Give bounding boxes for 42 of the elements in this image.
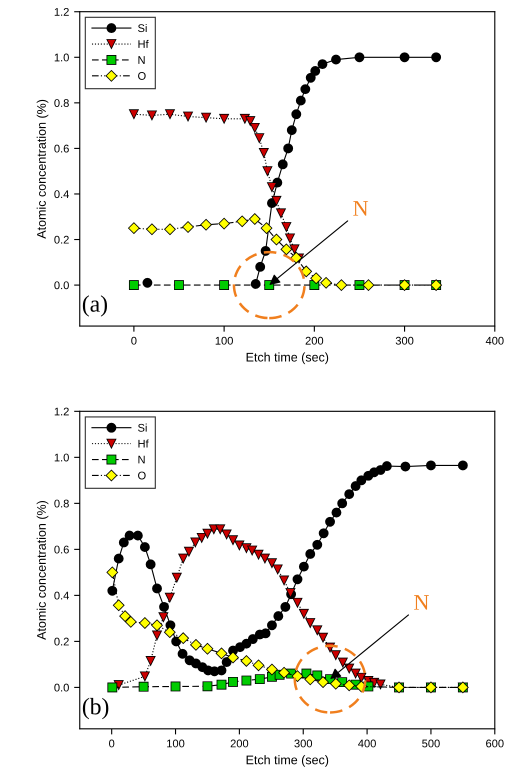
y-tick-label: 1.2 bbox=[54, 408, 69, 416]
x-tick-label: 400 bbox=[486, 336, 504, 345]
y-tick-label: 0.2 bbox=[54, 236, 69, 244]
annotation: N bbox=[414, 595, 429, 610]
x-tick-label: 200 bbox=[306, 336, 324, 345]
y-tick-label: 0.4 bbox=[54, 592, 70, 600]
x-tick-label: 500 bbox=[422, 740, 440, 748]
y-tick-label: 1.2 bbox=[54, 8, 69, 16]
legend-label: Si bbox=[138, 424, 147, 432]
x-tick-label: 300 bbox=[396, 336, 414, 345]
x-tick-label: 300 bbox=[294, 740, 312, 748]
annotation: (a) bbox=[82, 295, 107, 317]
y-tick-label: 0.0 bbox=[54, 684, 69, 692]
x-tick-label: 100 bbox=[167, 740, 184, 748]
y-axis-title: Atomic concentration (%) bbox=[36, 501, 48, 640]
annotation: N bbox=[353, 201, 368, 216]
legend-label: O bbox=[138, 72, 146, 80]
x-tick-label: 200 bbox=[230, 740, 248, 748]
legend-label: O bbox=[138, 472, 146, 480]
y-tick-label: 0.6 bbox=[54, 144, 69, 153]
legend-label: Hf bbox=[138, 40, 149, 48]
x-axis-title: Etch time (sec) bbox=[246, 755, 328, 767]
y-axis-title: Atomic concentration (%) bbox=[36, 100, 48, 239]
y-tick-label: 1.0 bbox=[54, 54, 69, 62]
x-tick-label: 600 bbox=[486, 740, 504, 748]
x-tick-label: 0 bbox=[131, 336, 137, 345]
y-tick-label: 0.8 bbox=[54, 99, 69, 107]
y-tick-label: 0.4 bbox=[54, 190, 70, 198]
y-tick-label: 0.8 bbox=[54, 500, 69, 508]
y-tick-label: 1.0 bbox=[54, 454, 69, 462]
legend-label: N bbox=[138, 456, 145, 464]
y-tick-label: 0.2 bbox=[54, 638, 69, 646]
x-tick-label: 100 bbox=[216, 336, 233, 345]
legend-label: Si bbox=[138, 24, 147, 32]
annotation: (b) bbox=[82, 698, 108, 720]
x-axis-title: Etch time (sec) bbox=[246, 352, 328, 364]
legend-label: N bbox=[138, 56, 145, 64]
legend-label: Hf bbox=[138, 439, 149, 448]
x-tick-label: 0 bbox=[109, 740, 114, 748]
y-tick-label: 0.0 bbox=[54, 281, 69, 290]
y-tick-label: 0.6 bbox=[54, 546, 69, 554]
x-tick-label: 400 bbox=[358, 740, 376, 748]
